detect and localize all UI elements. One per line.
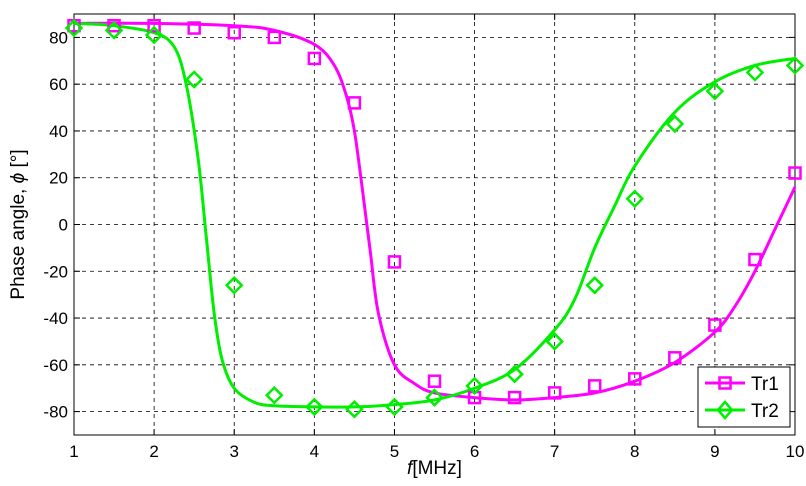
series-line-tr1 <box>73 21 797 402</box>
data-point-tr1 <box>347 96 362 110</box>
data-point-tr1 <box>187 21 201 35</box>
y-tick-label: 60 <box>49 75 68 94</box>
y-axis-label-prefix: Phase angle, <box>8 183 29 299</box>
legend-marker-tr1 <box>718 376 732 390</box>
x-tick-label: 9 <box>710 442 719 461</box>
data-point-tr2 <box>665 114 685 134</box>
x-tick-label: 8 <box>630 442 639 461</box>
data-point-tr2 <box>224 276 244 295</box>
series-layer <box>64 18 805 419</box>
data-point-tr2 <box>745 63 765 82</box>
data-point-tr2 <box>505 364 524 384</box>
data-point-tr1 <box>748 252 762 267</box>
data-point-tr1 <box>547 386 562 400</box>
data-point-tr2 <box>585 276 604 295</box>
data-point-tr1 <box>267 30 282 45</box>
y-axis-label: Phase angle, ϕ [°] <box>8 149 29 299</box>
data-point-tr2 <box>144 25 164 45</box>
data-point-tr1 <box>788 166 802 180</box>
data-point-tr2 <box>345 400 364 419</box>
data-point-tr1 <box>708 318 722 332</box>
data-point-tr2 <box>184 70 204 89</box>
y-tick-label: -80 <box>43 403 68 422</box>
data-point-tr1 <box>147 18 161 33</box>
legend-label-tr2: Tr2 <box>751 401 779 422</box>
data-point-tr2 <box>104 21 124 40</box>
x-axis-label-unit: [MHz] <box>412 458 462 479</box>
data-point-tr2 <box>785 56 805 75</box>
x-tick-label: 7 <box>550 442 559 461</box>
data-point-tr2 <box>64 18 84 38</box>
data-point-tr2 <box>465 376 484 396</box>
y-tick-label: 20 <box>49 169 68 188</box>
x-tick-label: 3 <box>229 442 238 461</box>
data-point-tr1 <box>387 255 402 269</box>
data-point-tr1 <box>107 18 121 33</box>
series-line-tr2 <box>73 21 796 409</box>
y-axis-label-unit: [°] <box>8 149 29 172</box>
data-point-tr2 <box>705 81 725 101</box>
legend-box <box>697 366 791 428</box>
x-tick-label: 2 <box>149 442 158 461</box>
data-point-tr1 <box>227 25 241 40</box>
data-point-tr2 <box>385 397 404 417</box>
data-point-tr2 <box>545 332 564 351</box>
data-point-tr2 <box>305 397 324 417</box>
legend: Tr1 Tr2 <box>697 366 791 428</box>
legend-label-tr1: Tr1 <box>751 374 779 395</box>
x-tick-label: 10 <box>786 442 805 461</box>
y-tick-label: 80 <box>49 28 68 47</box>
y-tick-label: 40 <box>49 122 68 141</box>
x-tick-label: 1 <box>69 442 78 461</box>
data-point-tr1 <box>628 372 642 386</box>
x-tick-label: 6 <box>470 442 479 461</box>
data-point-tr1 <box>668 351 682 365</box>
axis-ticks: 1 2 3 4 5 6 7 8 9 10 -80 -60 -40 -20 0 20 40 60 80 <box>43 14 804 461</box>
data-point-tr1 <box>307 51 322 66</box>
x-tick-label: 5 <box>390 442 399 461</box>
y-tick-label: 0 <box>59 216 68 235</box>
x-tick-label: 4 <box>310 442 319 461</box>
y-tick-label: -20 <box>43 262 68 281</box>
x-axis-label: f[MHz] <box>407 458 462 479</box>
data-point-tr1 <box>587 379 602 393</box>
data-point-tr2 <box>425 388 444 407</box>
y-axis-label-var: ϕ <box>8 173 29 184</box>
data-point-tr2 <box>265 385 284 405</box>
x-axis-label-var: f <box>407 458 414 479</box>
legend-marker-tr2 <box>716 400 734 420</box>
data-point-tr1 <box>507 390 522 405</box>
y-tick-label: -40 <box>43 309 68 328</box>
y-tick-label: -60 <box>43 356 68 375</box>
data-point-tr1 <box>427 374 442 388</box>
data-point-tr2 <box>625 189 645 209</box>
